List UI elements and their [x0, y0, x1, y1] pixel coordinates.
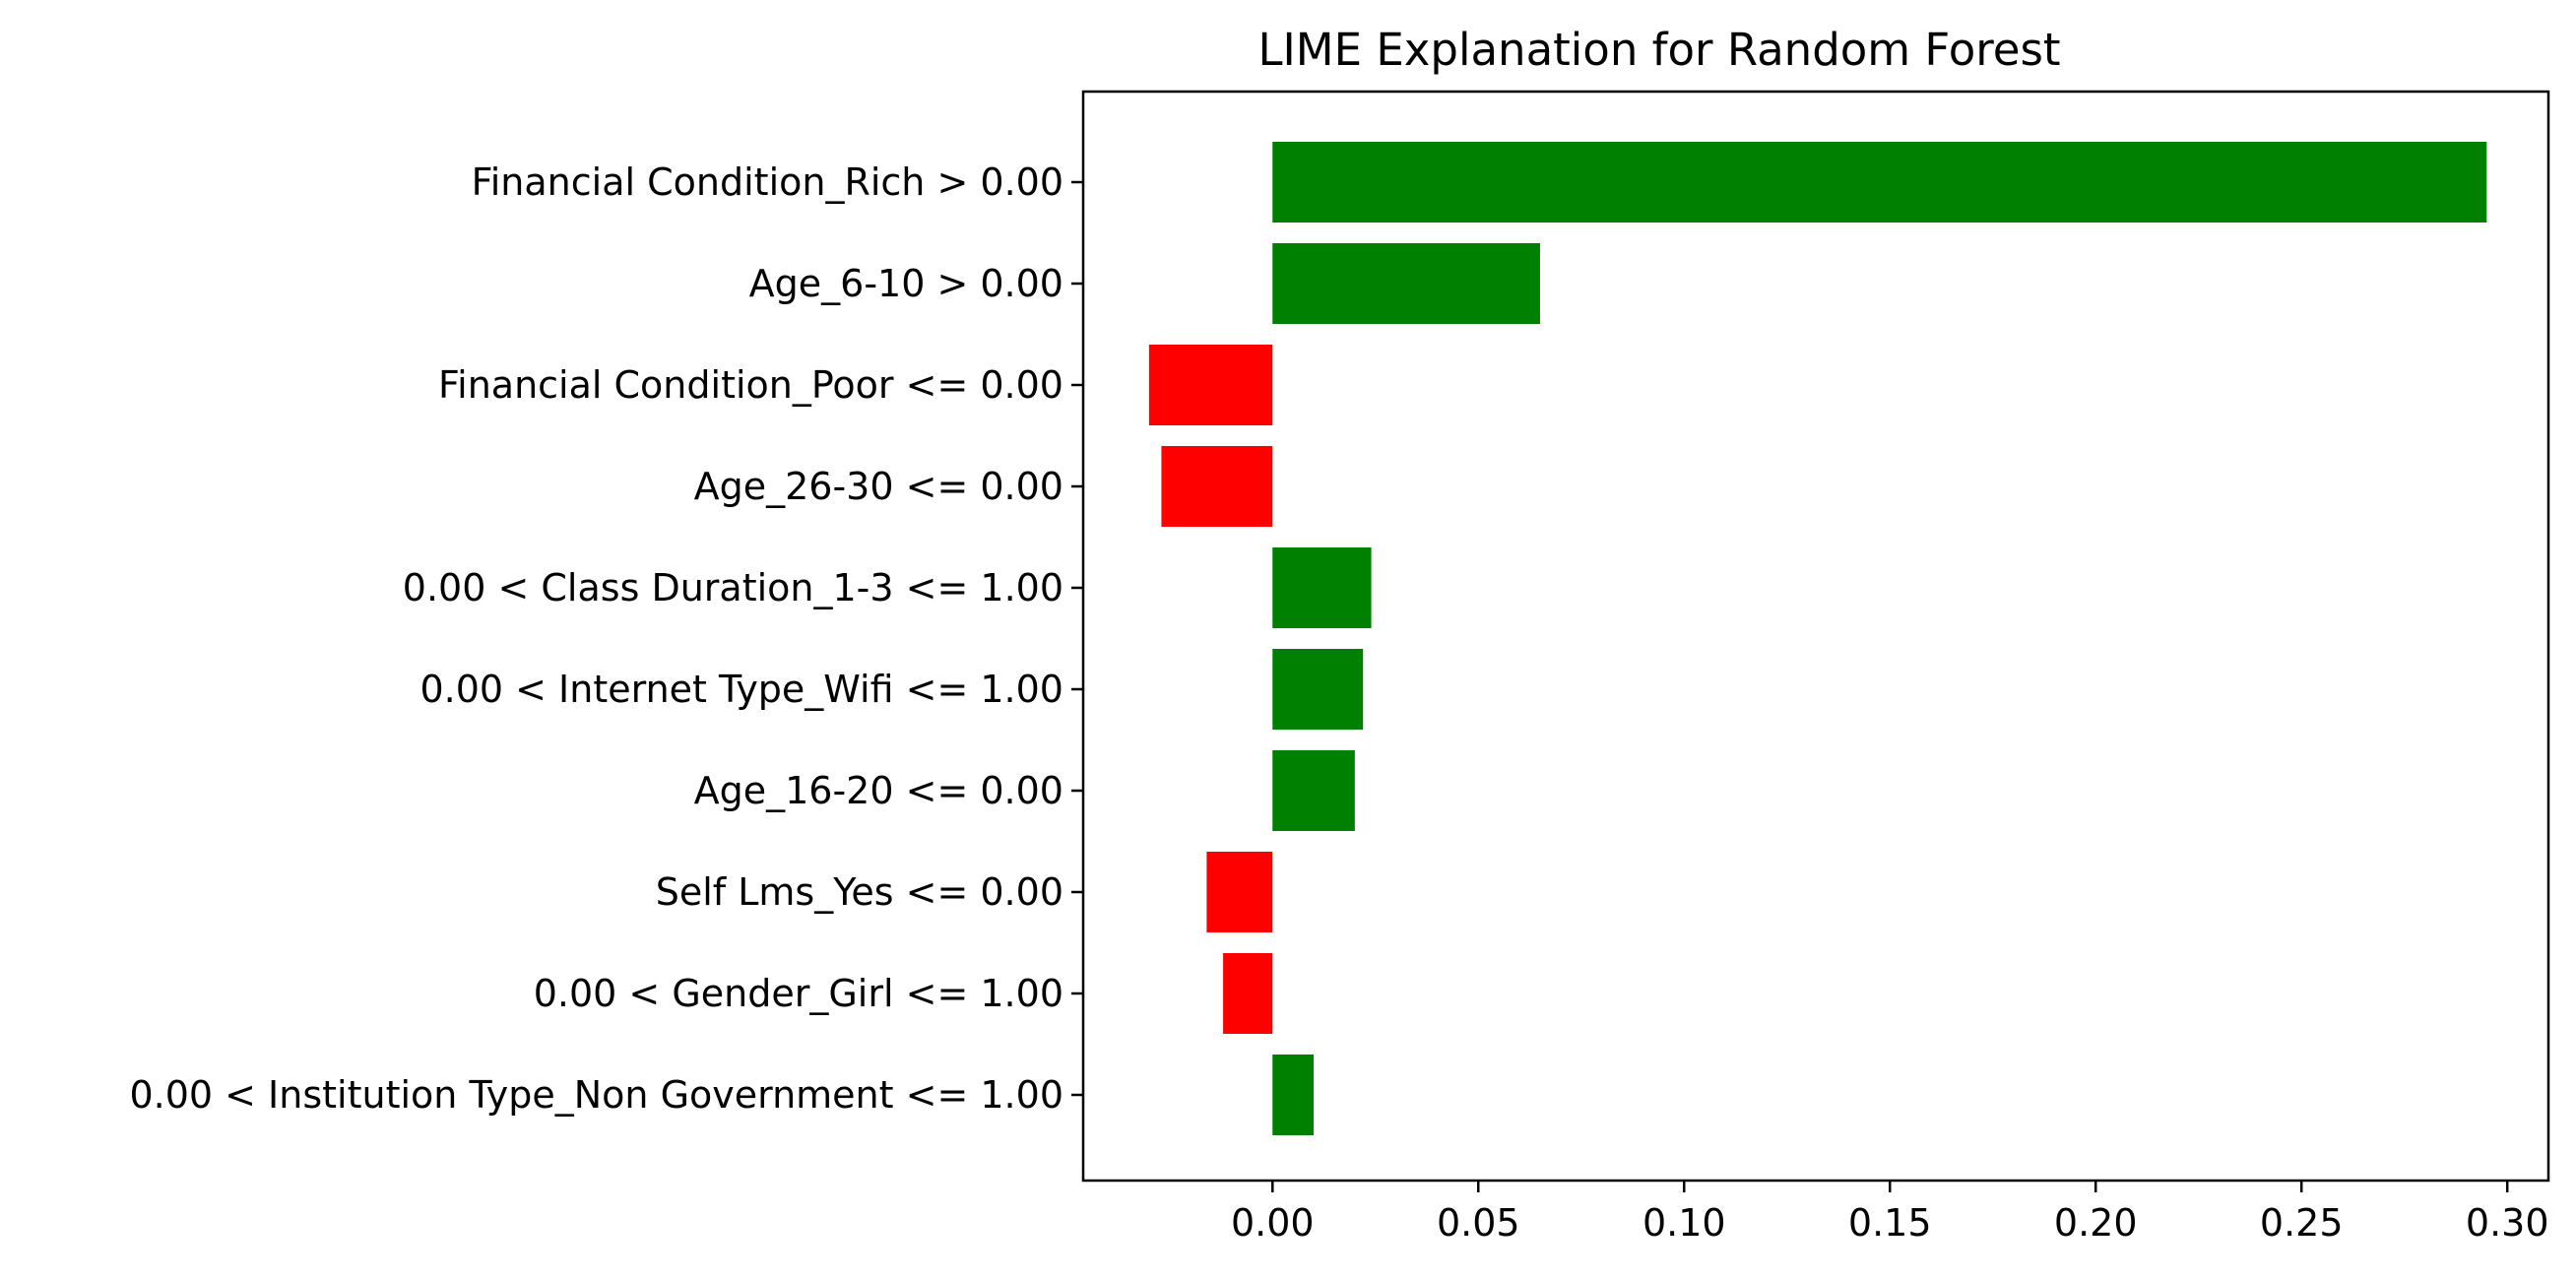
y-tick-label-2: Financial Condition_Poor <= 0.00 [438, 363, 1063, 407]
bar-1 [1272, 243, 1540, 324]
y-tick-label-8: 0.00 < Gender_Girl <= 1.00 [534, 972, 1063, 1015]
y-tick-label-4: 0.00 < Class Duration_1-3 <= 1.00 [403, 566, 1063, 609]
bar-3 [1161, 446, 1273, 527]
x-tick-label-5: 0.25 [2260, 1201, 2344, 1245]
x-tick-label-3: 0.15 [1848, 1201, 1932, 1245]
y-tick-label-9: 0.00 < Institution Type_Non Government <… [129, 1073, 1063, 1117]
bar-5 [1272, 649, 1364, 730]
x-tick-label-2: 0.10 [1642, 1201, 1726, 1245]
bar-7 [1206, 852, 1273, 932]
y-tick-label-3: Age_26-30 <= 0.00 [694, 465, 1063, 508]
bar-0 [1272, 142, 2487, 223]
x-tick-label-6: 0.30 [2466, 1201, 2549, 1245]
y-tick-label-6: Age_16-20 <= 0.00 [694, 769, 1063, 812]
bars-layer [1148, 142, 2487, 1135]
bar-6 [1272, 750, 1355, 831]
bar-8 [1223, 953, 1273, 1034]
bar-4 [1272, 547, 1372, 628]
x-axis: 0.00 0.05 0.10 0.15 0.20 0.25 0.30 [1231, 1181, 2549, 1245]
y-tick-label-5: 0.00 < Internet Type_Wifi <= 1.00 [419, 668, 1063, 711]
bar-9 [1272, 1055, 1315, 1135]
chart-title: LIME Explanation for Random Forest [1257, 24, 2060, 76]
x-tick-label-4: 0.20 [2054, 1201, 2138, 1245]
bar-2 [1148, 345, 1273, 425]
y-tick-label-0: Financial Condition_Rich > 0.00 [472, 160, 1063, 204]
y-tick-label-1: Age_6-10 > 0.00 [749, 262, 1063, 305]
y-axis: Financial Condition_Rich > 0.00 Age_6-10 … [129, 160, 1083, 1117]
y-tick-label-7: Self Lms_Yes <= 0.00 [656, 870, 1063, 914]
plot-frame [1081, 90, 2550, 1183]
x-tick-label-1: 0.05 [1437, 1201, 1520, 1245]
x-tick-label-0: 0.00 [1231, 1201, 1315, 1245]
